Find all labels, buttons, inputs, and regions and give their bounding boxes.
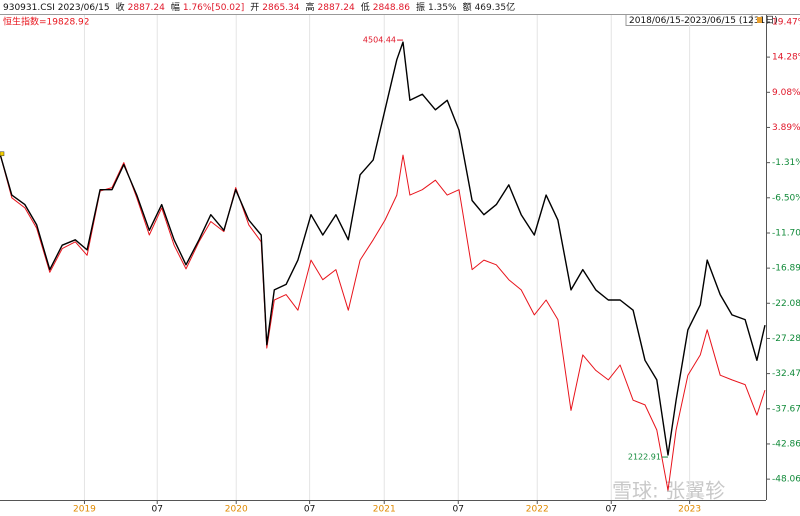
x-tick-label: 07 <box>304 505 315 515</box>
x-tick-label: 07 <box>152 505 163 515</box>
y-tick-label: 14.28% <box>772 53 800 63</box>
header-item-value: 1.35% <box>428 3 457 13</box>
y-tick-label: -48.06% <box>772 475 800 485</box>
x-tick-label: 07 <box>606 505 617 515</box>
y-tick-label: -22.08% <box>772 299 800 309</box>
header-item-value: 1.76%[50.02] <box>183 3 244 13</box>
y-tick-label: 9.08% <box>772 88 800 98</box>
series-line <box>0 41 766 456</box>
header-item-value: 2848.86 <box>373 3 410 13</box>
overlay-label: 恒生指数=19828.92 <box>3 16 90 28</box>
header-item-value: 469.35亿 <box>475 1 516 13</box>
header-item-value: 2887.24 <box>318 3 355 13</box>
header-item-label: 额 <box>463 1 472 13</box>
y-tick-label: 19.47% <box>772 17 800 27</box>
annotation: 2122.91 <box>628 453 661 462</box>
header-item-label: 高 <box>305 1 314 13</box>
range-box <box>625 14 753 26</box>
annotation: 4504.44 <box>363 36 396 45</box>
header-item-label: 振 <box>416 1 425 13</box>
y-tick-label: -32.47% <box>772 369 800 379</box>
y-tick-label: -42.86% <box>772 439 800 449</box>
header-item-label: 收 <box>116 1 125 13</box>
header-item-label: 幅 <box>171 1 180 13</box>
y-tick-label: -37.67% <box>772 404 800 414</box>
header-code: 930931.CSI 2023/06/15 <box>3 3 110 13</box>
x-tick-label: 2019 <box>73 505 96 515</box>
header-item-value: 2865.34 <box>262 3 299 13</box>
series-line <box>0 153 766 491</box>
range-icon <box>757 17 762 23</box>
y-tick-label: -11.70% <box>772 228 800 238</box>
start-marker <box>0 151 5 157</box>
header-item-value: 2887.24 <box>128 3 165 13</box>
header: 930931.CSI 2023/06/15 收 2887.24 幅 1.76%[50.0… <box>3 1 515 13</box>
x-tick-label: 2021 <box>373 505 396 515</box>
x-tick-label: 2023 <box>678 505 701 515</box>
range-label: 2018/06/15-2023/06/15 (1231日) <box>629 15 778 26</box>
y-tick-label: 3.89% <box>772 123 800 133</box>
y-tick-label: -1.31% <box>772 158 800 168</box>
header-item-label: 开 <box>250 2 259 13</box>
watermark: 雪球: 张翼轸 <box>612 479 725 503</box>
y-tick-label: -27.28% <box>772 334 800 344</box>
y-tick-label: -16.89% <box>772 264 800 274</box>
x-tick-label: 2022 <box>526 505 549 515</box>
y-tick-label: -6.50% <box>772 193 800 203</box>
x-tick-label: 07 <box>453 505 464 515</box>
x-tick-label: 2020 <box>225 505 248 515</box>
header-item-label: 低 <box>361 1 370 13</box>
